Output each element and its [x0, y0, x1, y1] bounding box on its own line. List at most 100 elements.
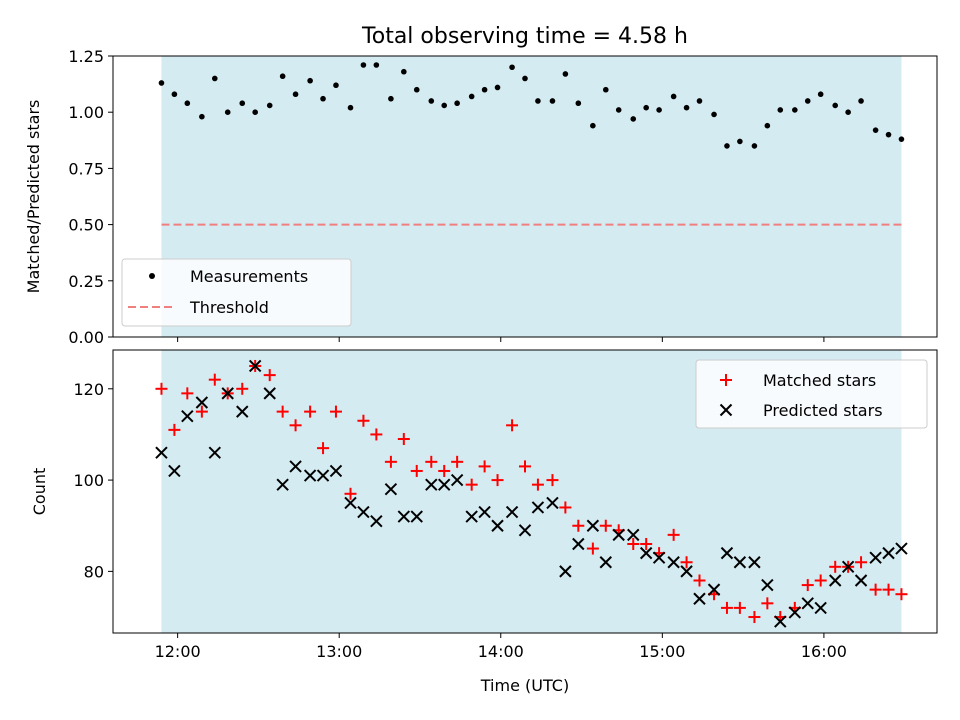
count-legend-box	[695, 359, 928, 429]
measurement-point	[522, 75, 528, 82]
cross-b	[667, 556, 680, 569]
measurement-point	[401, 68, 407, 75]
y-tick-label: 1.25	[68, 47, 104, 66]
ratio-panel: 0.00 0.25 0.50 0.75 1.00 1.25 Total observing…	[24, 24, 938, 347]
matched-point	[384, 455, 397, 468]
matched-point	[627, 537, 640, 550]
matched-point	[667, 528, 680, 541]
matched-point	[263, 369, 276, 382]
measurement-point	[764, 122, 771, 129]
predicted-point	[276, 478, 289, 491]
measurement-point	[898, 136, 905, 142]
predicted-point	[572, 537, 585, 551]
y-tick-label: 120	[73, 380, 104, 399]
cross-b	[707, 583, 721, 596]
measurement-point	[320, 95, 326, 102]
threshold-legend-label: Threshold	[189, 298, 269, 317]
cross-b	[384, 483, 398, 496]
matched-point	[720, 601, 733, 614]
cross-b	[531, 501, 545, 514]
cross-b	[895, 542, 908, 555]
cross-b	[438, 478, 451, 491]
measurement-point	[252, 109, 258, 115]
predicted-point	[491, 519, 504, 532]
x-tick-label: 13:00	[316, 642, 362, 661]
matched-legend-label: Matched stars	[763, 371, 876, 390]
measurement-point	[360, 62, 367, 68]
cross-b	[221, 387, 234, 400]
measurement-point	[656, 107, 662, 113]
measurement-point	[292, 91, 299, 98]
x-tick-label: 16:00	[801, 642, 847, 661]
matched-point	[546, 474, 559, 487]
y-tick-label: 0.25	[68, 272, 104, 291]
measurement-point	[549, 98, 556, 104]
predicted-point	[627, 528, 640, 542]
matched-point	[748, 611, 761, 624]
predicted-point	[505, 505, 519, 519]
measurement-point	[590, 122, 596, 129]
matched-point	[425, 455, 438, 468]
predicted-point	[869, 551, 882, 564]
matched-point	[370, 428, 383, 441]
matched-point	[465, 478, 478, 491]
matched-point	[519, 460, 531, 473]
x-tick-label: 14:00	[478, 642, 524, 661]
measurements-legend-marker	[149, 273, 155, 279]
y-tick-label: 0.00	[68, 328, 104, 347]
cross-b	[518, 524, 532, 537]
matched-point	[559, 501, 572, 514]
chart-title: Total observing time = 4.58 h	[361, 24, 688, 49]
matched-point	[168, 423, 181, 436]
measurement-point	[333, 82, 339, 89]
measurement-points	[158, 62, 905, 149]
measurement-point	[711, 111, 717, 118]
ratio-legend: Measurements Threshold	[121, 258, 352, 327]
cross-b	[788, 606, 802, 619]
predicted-point	[693, 592, 706, 605]
cross-b	[869, 551, 882, 564]
cross-b	[733, 556, 747, 569]
predicted-point	[236, 405, 249, 418]
count-plot-frame	[112, 349, 938, 634]
predicted-point	[680, 565, 693, 578]
predicted-point	[410, 510, 423, 523]
cross-b	[814, 601, 827, 615]
y-tick-label: 0.50	[68, 216, 104, 235]
predicted-point	[208, 446, 221, 459]
cross-b	[599, 556, 612, 569]
measurements-legend-label: Measurements	[190, 267, 308, 286]
predicted-point	[761, 578, 774, 592]
cross-b	[761, 578, 774, 592]
predicted-point	[438, 478, 451, 491]
predicted-point	[774, 615, 787, 628]
predicted-point	[425, 478, 438, 491]
matched-point	[895, 588, 908, 601]
measurement-point	[224, 109, 231, 115]
measurement-point	[575, 100, 582, 107]
predicted-point	[316, 469, 330, 482]
matched-point	[317, 442, 330, 455]
measurement-point	[373, 62, 380, 68]
predicted-point	[720, 546, 734, 560]
predicted-point	[829, 574, 842, 587]
measurement-point	[468, 93, 475, 100]
matched-point	[572, 519, 585, 532]
matched-point	[869, 583, 882, 596]
predicted-point	[531, 501, 545, 514]
cross-b	[236, 405, 249, 418]
predicted-point	[518, 524, 532, 537]
count-legend: Matched stars Predicted stars	[695, 359, 928, 429]
cross-b	[719, 403, 733, 417]
cross-b	[720, 546, 734, 560]
matched-point	[276, 405, 289, 418]
predicted-point	[788, 606, 802, 619]
cross-b	[410, 510, 423, 523]
predicted-point	[612, 528, 625, 542]
predicted-point	[357, 505, 370, 519]
measurement-point	[683, 104, 690, 111]
legend-cross	[719, 403, 733, 417]
cross-b	[612, 528, 625, 542]
x-tick-label: 12:00	[155, 642, 201, 661]
matched-point	[506, 419, 519, 432]
